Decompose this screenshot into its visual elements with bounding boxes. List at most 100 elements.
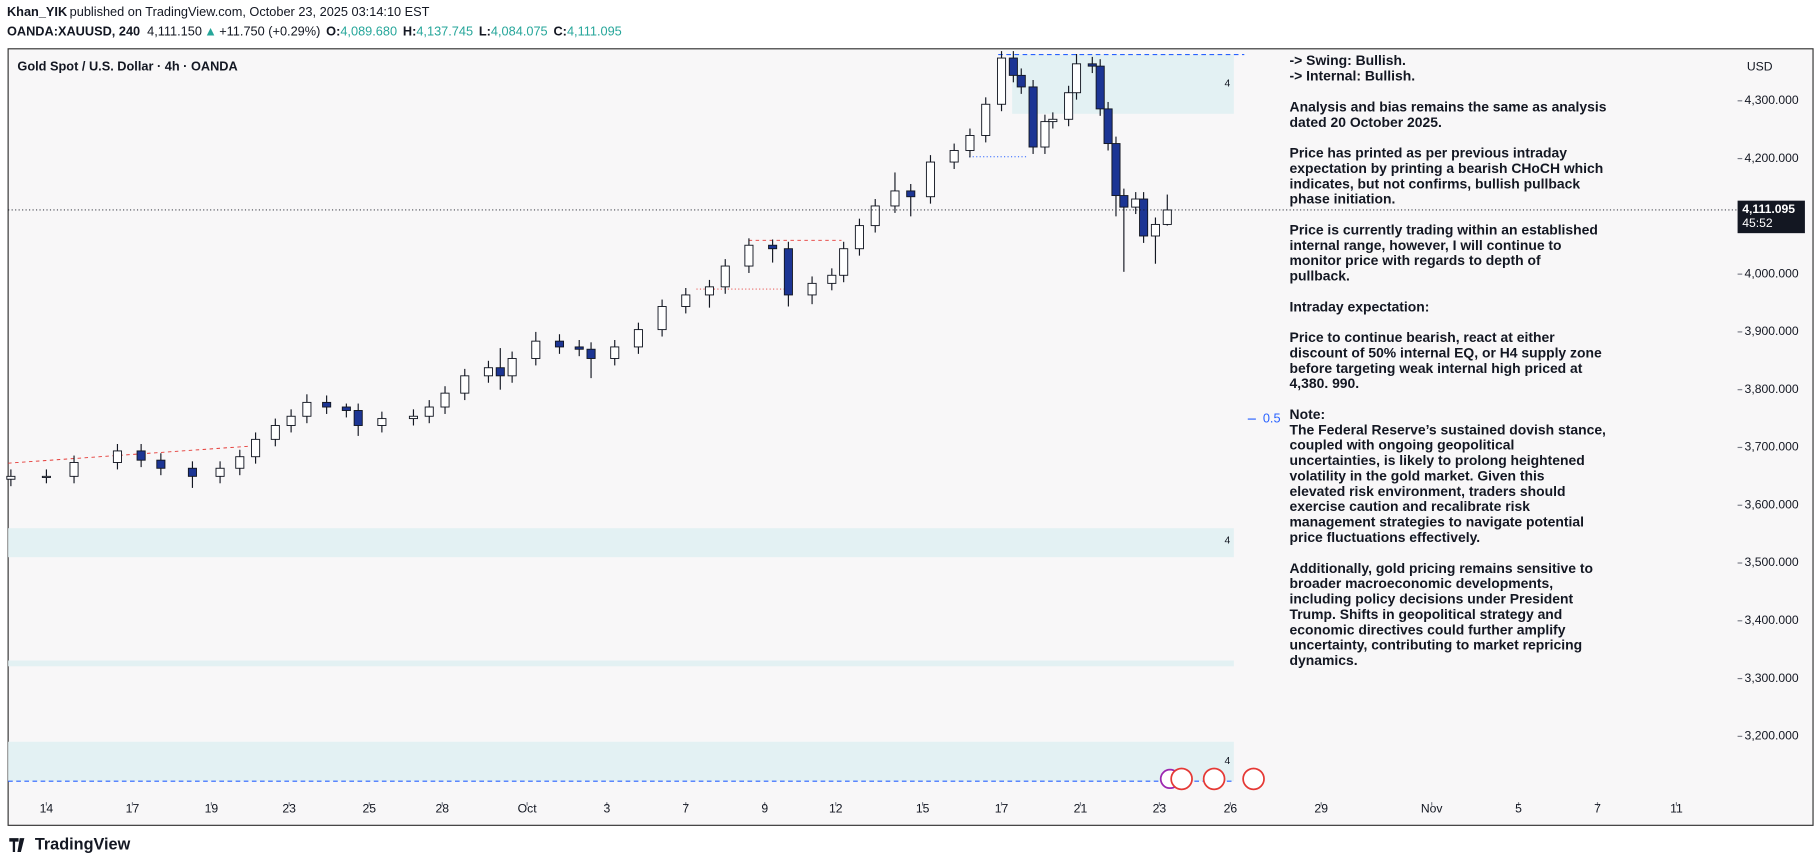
candle-body <box>1111 143 1121 197</box>
x-tick-label: 21 <box>1074 801 1088 815</box>
change: +11.750 (+0.29%) <box>219 24 320 39</box>
y-tick-label: 3,400.000 <box>1745 613 1799 627</box>
candle-body <box>996 57 1007 105</box>
candle-body <box>1064 92 1074 120</box>
x-tick-label: 17 <box>995 801 1009 815</box>
candle-body <box>1095 65 1105 110</box>
note-line: discount of 50% internal EQ, or H4 suppl… <box>1290 344 1602 360</box>
ohlc-value: 4,084.075 <box>491 24 548 39</box>
candle-body <box>1016 74 1026 88</box>
candle-body <box>235 456 245 469</box>
x-tick-label: 12 <box>829 801 843 815</box>
candle-body <box>827 274 837 284</box>
candle-body <box>1048 118 1058 123</box>
candle-body <box>554 340 565 348</box>
candle-body <box>906 190 916 198</box>
candle-body <box>657 306 667 331</box>
note-line: 4,380. 990. <box>1290 375 1360 391</box>
note-line: uncertainty, contributing to market repr… <box>1290 637 1583 653</box>
note-line: indicates, but not confirms, bullish pul… <box>1290 175 1581 191</box>
note-line: management strategies to navigate potent… <box>1290 514 1584 530</box>
ohlc-value: 4,137.745 <box>416 24 473 39</box>
note-line: internal range, however, I will continue… <box>1290 237 1562 253</box>
candle-body <box>1119 195 1129 208</box>
note-line: Intraday expectation: <box>1290 298 1430 314</box>
note-line: elevated risk environment, traders shoul… <box>1290 483 1566 499</box>
note-line: broader macroeconomic developments, <box>1290 575 1554 591</box>
note-line: Trump. Shifts in geopolitical strategy a… <box>1290 606 1563 622</box>
candle-body <box>949 150 959 163</box>
x-tick-label: Oct <box>518 801 538 815</box>
candle-body <box>720 265 730 288</box>
x-tick-label: 7 <box>682 801 689 815</box>
candle-body <box>1028 86 1038 148</box>
y-tick-label: 4,000.000 <box>1745 266 1799 280</box>
note-line: Price has printed as per previous intrad… <box>1290 145 1568 161</box>
demand-zone <box>8 741 1234 782</box>
note-line: monitor price with regards to depth of <box>1290 252 1541 268</box>
note-line: expectation by printing a bearish CHoCH … <box>1290 160 1604 176</box>
y-tick-label: 3,300.000 <box>1745 671 1799 685</box>
candle-body <box>270 425 280 440</box>
x-tick-label: 23 <box>282 801 296 815</box>
candle-body <box>424 406 434 417</box>
candle-body <box>69 462 79 477</box>
note-line: pullback. <box>1290 268 1350 284</box>
x-tick-label: 11 <box>1670 801 1683 815</box>
x-tick-label: 29 <box>1314 801 1328 815</box>
note-line: The Federal Reserve’s sustained dovish s… <box>1290 421 1606 437</box>
candle-body <box>251 438 261 458</box>
x-tick-label: 28 <box>435 801 449 815</box>
candle-body <box>704 286 714 296</box>
y-tick-label: 4,200.000 <box>1745 151 1799 165</box>
candle-body <box>681 294 691 307</box>
note-line: Analysis and bias remains the same as an… <box>1290 98 1607 114</box>
candle-body <box>807 282 817 296</box>
candle-body <box>1008 57 1018 76</box>
candle-body <box>574 346 584 350</box>
candle-body <box>215 467 225 477</box>
y-tick-label: 4,300.000 <box>1745 93 1799 107</box>
candle-body <box>1150 223 1160 237</box>
last-price-box <box>1737 200 1805 234</box>
candle-body <box>768 244 778 250</box>
note-line: coupled with ongoing geopolitical <box>1290 437 1515 453</box>
candle-body <box>440 392 450 408</box>
y-tick-label: 3,500.000 <box>1745 555 1799 569</box>
candle-body <box>112 450 122 463</box>
y-tick-label: 3,800.000 <box>1745 382 1799 396</box>
candle-body <box>377 418 387 426</box>
symbol-line: OANDA:XAUUSD, 240 4,111.150 ▲ +11.750 (+0.2… <box>7 24 622 39</box>
x-tick-label: 7 <box>1594 801 1601 815</box>
y-tick-label: 3,200.000 <box>1745 729 1799 743</box>
symbol: OANDA:XAUUSD, 240 <box>7 24 140 39</box>
y-tick-label: 3,700.000 <box>1745 440 1799 454</box>
note-line: dynamics. <box>1290 652 1358 668</box>
note-line: Price is currently trading within an est… <box>1290 221 1598 237</box>
note-line: before targeting weak internal high pric… <box>1290 360 1583 376</box>
candle-body <box>302 401 312 417</box>
publisher: Khan_YIK <box>7 4 68 19</box>
candle-body <box>1040 121 1050 148</box>
event-icon <box>1202 767 1226 791</box>
note-line: Price to continue bearish, react at eith… <box>1290 329 1556 345</box>
note-line: including policy decisions under Preside… <box>1290 591 1574 607</box>
candle-body <box>839 248 849 276</box>
zone-label: 4 <box>1225 536 1231 547</box>
candle-body <box>156 459 166 469</box>
candle-body <box>353 410 363 426</box>
candle-body <box>586 348 596 359</box>
x-tick-label: 19 <box>205 801 219 815</box>
candle-body <box>507 358 517 377</box>
note-line: -> Internal: Bullish. <box>1290 68 1416 84</box>
candle-body <box>633 329 643 348</box>
x-tick-label: Nov <box>1421 801 1444 815</box>
zone-label: 4 <box>1225 756 1231 767</box>
note-line: -> Swing: Bullish. <box>1290 52 1406 68</box>
candle-body <box>1139 198 1149 237</box>
candle-body <box>41 475 51 478</box>
logo-mark <box>9 838 25 853</box>
candle-body <box>460 375 470 394</box>
candle-body <box>286 415 296 426</box>
